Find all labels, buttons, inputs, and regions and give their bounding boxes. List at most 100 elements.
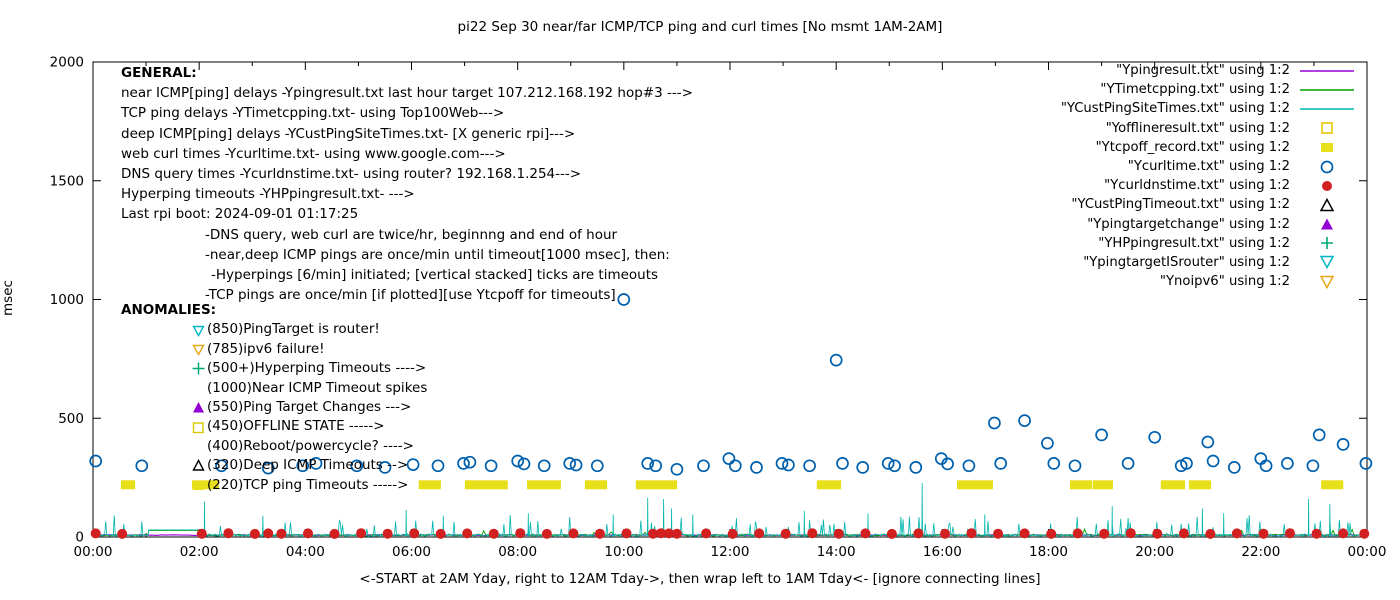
general-line: near ICMP[ping] delays -Ypingresult.txt …: [121, 85, 693, 102]
dns-time-point: [671, 528, 682, 539]
dns-time-point: [1311, 528, 1322, 539]
anomaly-item: (320)Deep ICMP Timeouts -->: [121, 456, 427, 475]
dns-time-point: [196, 528, 207, 539]
anomaly-text: (450)OFFLINE STATE ----->: [207, 418, 385, 435]
legend-triangle-down-open-symbol: [1296, 254, 1358, 270]
dns-time-point: [1046, 528, 1057, 539]
legend-entry: "Ynoipv6" using 1:2: [1061, 272, 1358, 291]
dns-time-point: [1178, 528, 1189, 539]
anomaly-text: (400)Reboot/powercycle? ---->: [207, 437, 414, 454]
dns-time-point: [727, 528, 738, 539]
legend-label: "Ypingtargetchange" using 1:2: [1087, 216, 1290, 232]
anomaly-item: (1000)Near ICMP Timeout spikes: [121, 379, 427, 398]
dns-time-point: [940, 528, 950, 539]
curl-time-point: [649, 459, 663, 473]
curl-time-point: [537, 459, 551, 473]
curl-time-point: [1259, 459, 1273, 473]
legend-circle-filled-symbol: [1296, 178, 1358, 194]
curl-time-point: [590, 459, 604, 473]
chart-title: pi22 Sep 30 near/far ICMP/TCP ping and c…: [457, 19, 943, 35]
curl-time-point: [1068, 459, 1082, 473]
tcpoff-square: [120, 480, 136, 490]
triangle-down-open-icon: [191, 323, 207, 338]
dns-time-point: [568, 528, 579, 539]
legend-label: "Ytcpoff_record.txt" using 1:2: [1095, 139, 1290, 155]
y-tick-label: 1000: [50, 292, 84, 308]
legend-label: "Ynoipv6" using 1:2: [1159, 274, 1290, 290]
anomaly-item: (850)PingTarget is router!: [121, 320, 427, 339]
general-line: TCP ping delays -YTimetcpping.txt- using…: [121, 105, 505, 122]
legend-label: "YCustPingSiteTimes.txt" using 1:2: [1060, 101, 1290, 117]
general-line: -near,deep ICMP pings are once/min until…: [205, 246, 670, 263]
x-axis-label: <-START at 2AM Yday, right to 12AM Tday-…: [359, 571, 1041, 587]
dns-time-point: [1072, 528, 1083, 539]
dns-time-point: [541, 528, 552, 539]
x-tick-label: 16:00: [923, 544, 962, 560]
legend-label: "Ycurltime.txt" using 1:2: [1127, 159, 1290, 175]
general-line: web curl times -Ycurltime.txt- using www…: [121, 145, 506, 162]
curl-time-point: [1180, 457, 1193, 470]
curl-time-point: [1041, 436, 1054, 450]
dns-time-point: [488, 528, 499, 539]
dns-time-point: [1019, 528, 1030, 539]
x-tick-label: 08:00: [498, 544, 537, 560]
curl-time-point: [1095, 428, 1108, 442]
tcpoff-square: [1188, 480, 1212, 490]
dns-time-point: [223, 528, 234, 539]
anomaly-spacer: [191, 381, 207, 396]
tcpoff-square: [464, 480, 508, 490]
curl-time-point: [511, 454, 525, 468]
legend-line-symbol: [1296, 63, 1358, 79]
tcpoff-square: [1321, 480, 1344, 490]
curl-time-point: [962, 459, 976, 473]
curl-time-point: [1121, 457, 1135, 470]
curl-time-point: [1047, 457, 1061, 470]
curl-time-point: [135, 459, 149, 473]
curl-time-point: [722, 452, 736, 465]
x-tick-label: 04:00: [286, 544, 325, 560]
dns-time-point: [780, 528, 791, 539]
curl-time-point: [856, 461, 870, 474]
tcpoff-square: [1160, 480, 1186, 490]
x-tick-label: 22:00: [1241, 544, 1280, 560]
curl-time-point: [1312, 428, 1326, 442]
dns-time-point: [1258, 528, 1269, 539]
dns-time-point: [1338, 528, 1349, 539]
curl-time-point: [994, 457, 1008, 470]
y-tick-label: 2000: [50, 55, 84, 71]
anomaly-text: (1000)Near ICMP Timeout spikes: [207, 379, 428, 396]
curl-time-point: [728, 459, 742, 473]
anomaly-text: (550)Ping Target Changes --->: [207, 398, 412, 415]
curl-time-point: [1306, 459, 1320, 473]
legend-triangle-up-open-symbol: [1296, 197, 1358, 213]
legend-label: "YHPpingresult.txt" using 1:2: [1098, 235, 1290, 251]
legend-label: "Ypingresult.txt" using 1:2: [1116, 63, 1290, 79]
x-tick-label: 20:00: [1135, 544, 1174, 560]
anomaly-text: (220)TCP ping Timeouts ----->: [207, 476, 409, 493]
triangle-up-filled-icon: [191, 400, 207, 415]
legend-label: "YTimetcpping.txt" using 1:2: [1100, 82, 1290, 98]
triangle-up-open-icon: [191, 458, 207, 473]
curl-time-point: [888, 459, 901, 473]
dns-time-point: [117, 528, 128, 539]
dns-time-point: [648, 528, 658, 539]
dns-time-point: [356, 528, 367, 539]
legend-entry: "YHPpingresult.txt" using 1:2: [1061, 234, 1358, 253]
dns-time-point: [701, 528, 712, 539]
dns-time-point: [276, 528, 287, 539]
curl-time-point: [261, 461, 275, 475]
general-line: -DNS query, web curl are twice/hr, begin…: [205, 226, 618, 243]
tcpoff-square: [816, 480, 842, 490]
tcpoff-square: [1070, 480, 1093, 490]
curl-time-point: [457, 457, 470, 470]
anomaly-text: (320)Deep ICMP Timeouts -->: [207, 457, 409, 474]
curl-time-point: [1206, 454, 1220, 468]
curl-time-point: [1281, 457, 1294, 470]
curl-time-point: [803, 459, 816, 473]
y-tick-label: 1500: [50, 173, 84, 189]
curl-time-point: [1201, 435, 1215, 449]
x-tick-label: 10:00: [604, 544, 643, 560]
anomaly-item: (550)Ping Target Changes --->: [121, 398, 427, 417]
legend-entry: "Ytcpoff_record.txt" using 1:2: [1061, 138, 1358, 157]
square-filled-icon: [191, 478, 207, 493]
